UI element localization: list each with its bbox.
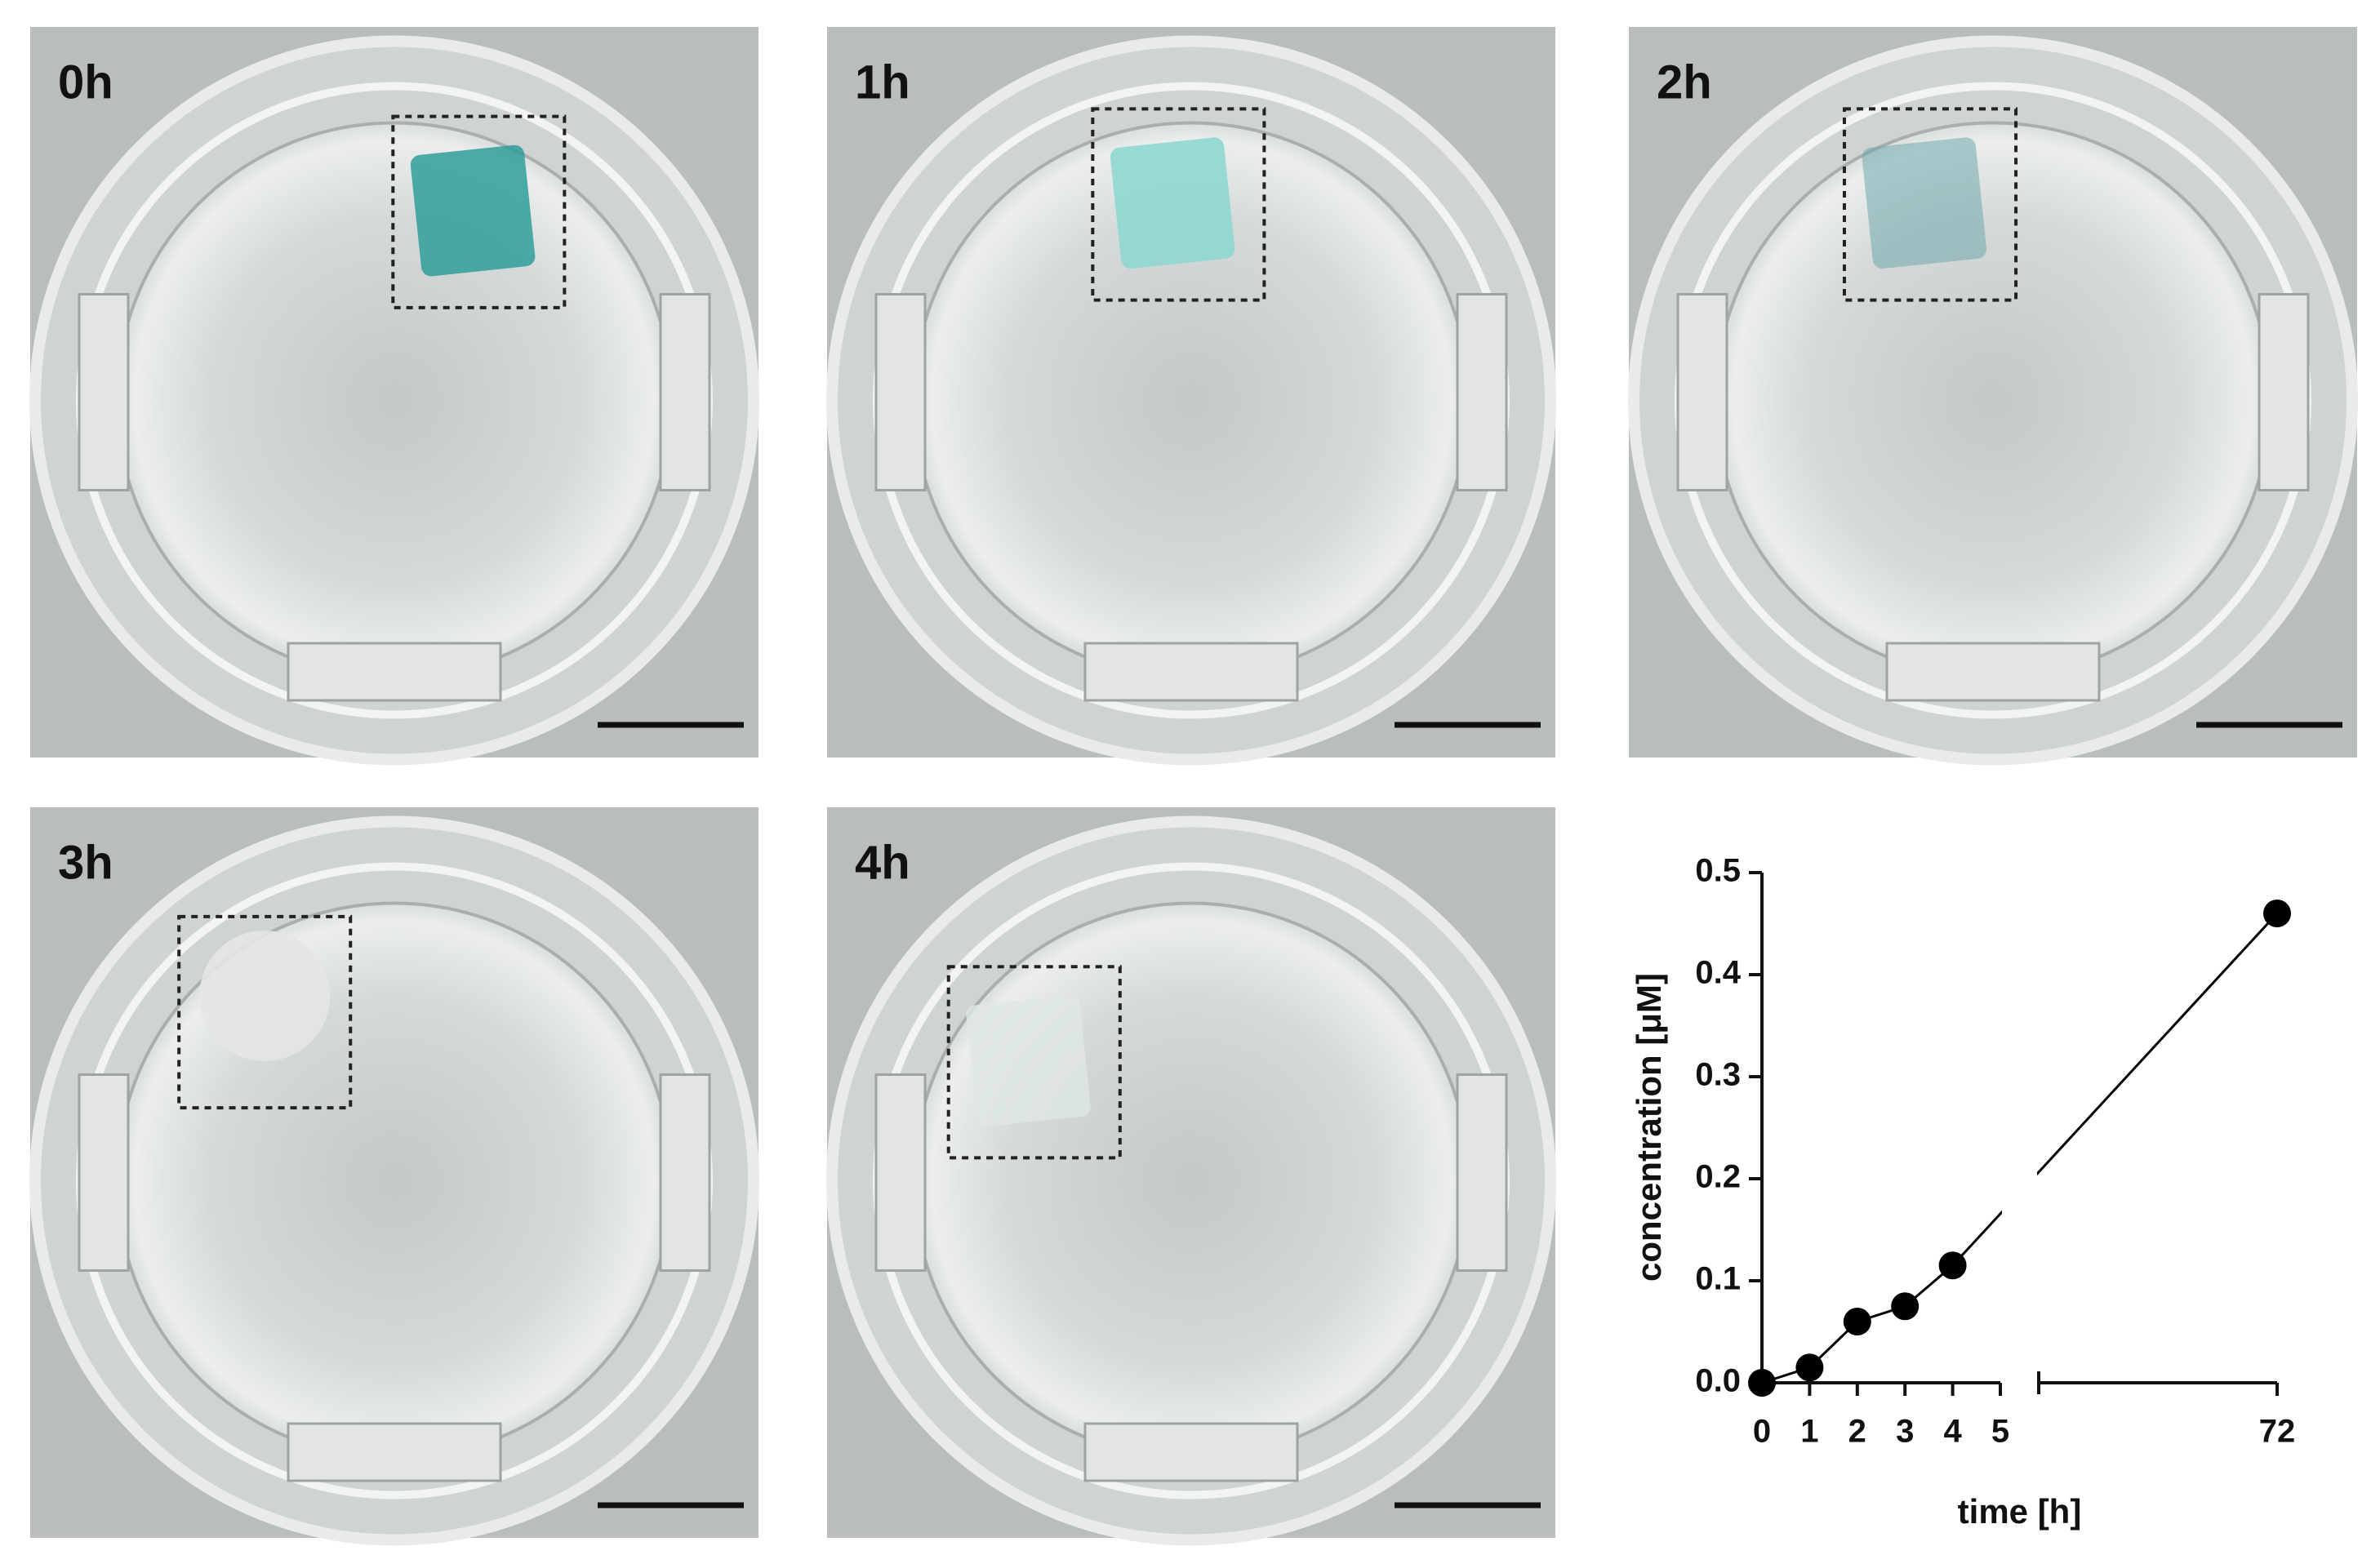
photo: 2h <box>1628 27 2358 766</box>
well-tab <box>659 293 711 491</box>
x-tick-label: 4 <box>1943 1414 1962 1450</box>
data-point <box>1748 1369 1776 1397</box>
photo-panels: 0h 1h 2h 3h 4h <box>29 27 2358 1546</box>
region-box <box>946 965 1122 1160</box>
photo: 3h <box>29 807 759 1546</box>
x-axis-title: time [h] <box>1958 1492 2082 1531</box>
y-tick-label: 0.1 <box>1695 1261 1741 1297</box>
region-box <box>1842 107 2018 302</box>
well-tab <box>1456 293 1508 491</box>
hydrogel-sample <box>410 144 536 277</box>
well-inner <box>912 901 1470 1460</box>
well-tab <box>659 1073 711 1272</box>
x-tick-label: 0 <box>1753 1414 1771 1450</box>
panel-label: 2h <box>1657 56 1712 109</box>
y-tick-label: 0.2 <box>1695 1159 1741 1195</box>
photo: 1h <box>826 27 1556 766</box>
break-gap <box>2002 873 2037 1375</box>
panel-label: 4h <box>855 836 910 889</box>
photo: 4h <box>826 807 1556 1546</box>
x-tick-label: 2 <box>1848 1414 1866 1450</box>
well-tab <box>287 642 502 702</box>
hydrogel-sample <box>966 995 1091 1126</box>
y-tick-label: 0.4 <box>1695 955 1741 991</box>
photo: 0h <box>29 27 759 766</box>
well-inner <box>115 121 674 680</box>
y-tick-label: 0.5 <box>1695 853 1741 889</box>
hydrogel-sample <box>199 930 331 1061</box>
panel-label: 1h <box>855 56 910 109</box>
chart: 0.0 0.1 0.2 0.3 0.4 0.5 0 1 2 3 4 5 72 time [h] concen… <box>1630 853 2295 1531</box>
y-tick-label: 0.3 <box>1695 1057 1741 1093</box>
panel-label: 3h <box>58 836 113 889</box>
hydrogel-sample <box>1862 137 1987 269</box>
well-inner <box>1714 121 2272 680</box>
well-tab <box>1083 1422 1299 1482</box>
well-tab <box>1456 1073 1508 1272</box>
well-tab <box>78 293 130 491</box>
well-tab <box>1676 293 1728 491</box>
region-box <box>177 914 353 1110</box>
well-tab <box>78 1073 130 1272</box>
hydrogel-sample <box>1110 137 1235 269</box>
data-point <box>1843 1308 1871 1335</box>
well-tab <box>287 1422 502 1482</box>
y-tick-label: 0.0 <box>1695 1363 1741 1399</box>
well-tab <box>1083 642 1299 702</box>
well-tab <box>2258 293 2310 491</box>
well-tab <box>874 293 927 491</box>
x-tick-label: 72 <box>2259 1414 2296 1450</box>
x-tick-label: 5 <box>1991 1414 2009 1450</box>
data-point <box>1891 1292 1920 1321</box>
x-tick-label: 3 <box>1896 1414 1914 1450</box>
region-box <box>391 114 567 309</box>
data-point <box>2263 900 2291 927</box>
region-box <box>1091 107 1266 302</box>
well-inner <box>115 901 674 1460</box>
x-tick-label: 1 <box>1800 1414 1818 1450</box>
data-point <box>1795 1353 1824 1382</box>
well-tab <box>1885 642 2101 702</box>
y-axis-title: concentration [μM] <box>1630 973 1668 1282</box>
data-point <box>1938 1251 1967 1280</box>
panel-label: 0h <box>58 56 113 109</box>
well-tab <box>874 1073 927 1272</box>
